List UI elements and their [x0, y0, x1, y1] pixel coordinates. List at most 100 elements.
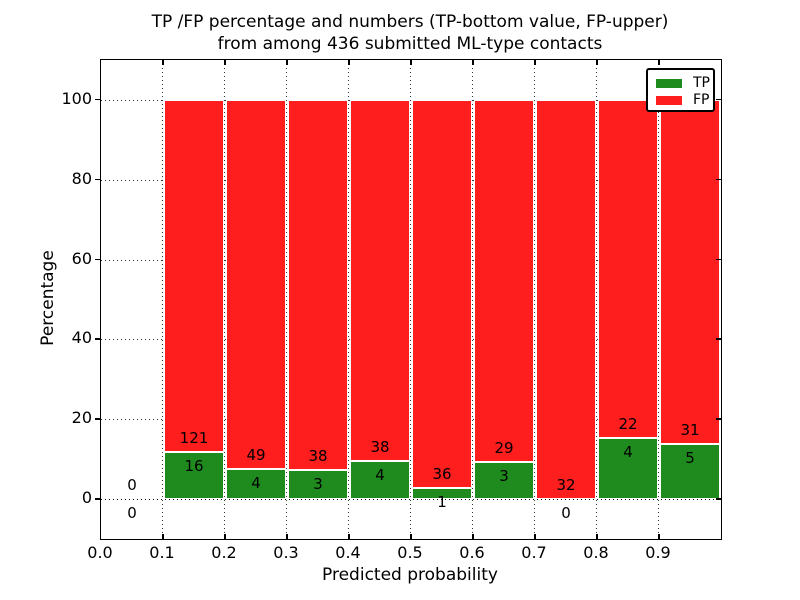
- y-tick-left: [95, 258, 100, 261]
- x-tick-label: 0.3: [273, 543, 299, 562]
- x-tick-bottom: [534, 534, 536, 539]
- fp-legend-swatch: [656, 96, 682, 105]
- x-tick-bottom: [224, 534, 226, 539]
- x-gridline: [472, 60, 473, 539]
- tp-legend-label: TP: [693, 75, 710, 91]
- tp-count-label: 0: [561, 504, 571, 523]
- y-gridline: [101, 99, 721, 101]
- tp-count-label: 16: [184, 457, 204, 476]
- x-tick-bottom: [472, 534, 474, 539]
- x-tick-bottom: [658, 534, 660, 539]
- y-tick-label: 80: [71, 168, 92, 188]
- x-gridline: [224, 60, 225, 539]
- fp-count-label: 22: [618, 414, 638, 433]
- y-tick-label: 60: [71, 248, 92, 268]
- x-tick-top: [286, 60, 288, 65]
- fp-bar-segment: [598, 99, 658, 438]
- y-gridline: [101, 339, 721, 341]
- tp-count-label: 4: [623, 442, 633, 461]
- x-tick-label: 0.0: [87, 543, 113, 562]
- x-tick-bottom: [410, 534, 412, 539]
- x-tick-bottom: [596, 534, 598, 539]
- y-tick-label: 0: [81, 488, 92, 508]
- x-tick-bottom: [162, 534, 164, 539]
- y-tick-right: [716, 178, 721, 181]
- tp-count-label: 0: [127, 504, 137, 523]
- tp-count-label: 3: [499, 466, 509, 485]
- plot-area: TP FP 0 0 121 16 49 4 38 3 38 4 36 1 29 3 32 0 22 4 31 5: [95, 59, 722, 540]
- y-tick-right: [716, 258, 721, 261]
- x-tick-label: 0.2: [211, 543, 237, 562]
- x-tick-label: 0.7: [521, 543, 547, 562]
- y-tick-left: [95, 498, 100, 500]
- fp-bar-segment: [164, 99, 224, 453]
- x-gridline: [410, 60, 411, 539]
- x-gridline: [658, 60, 659, 539]
- tp-bar-segment: [660, 443, 720, 500]
- fp-count-label: 38: [308, 446, 328, 465]
- x-tick-label: 0.5: [397, 543, 423, 562]
- y-gridline: [101, 179, 721, 181]
- tp-bar-segment: [288, 469, 348, 500]
- x-gridline: [162, 60, 163, 539]
- tp-count-label: 1: [437, 493, 447, 512]
- fp-bar-segment: [350, 99, 410, 462]
- y-tick-label: 100: [61, 88, 92, 108]
- legend: TP FP: [646, 68, 715, 112]
- fp-bar-segment: [474, 99, 534, 462]
- x-tick-label: 0.6: [459, 543, 485, 562]
- tp-count-label: 5: [685, 448, 695, 467]
- tp-count-label: 4: [375, 466, 385, 485]
- tp-bar-segment: [226, 468, 286, 500]
- x-gridline: [596, 60, 597, 539]
- chart-title-line2: from among 436 submitted ML-type contact…: [217, 34, 603, 54]
- fp-bar-segment: [226, 99, 286, 469]
- y-tick-right: [716, 418, 721, 420]
- tp-bar-segment: [350, 461, 410, 500]
- y-axis-label: Percentage: [38, 250, 58, 346]
- x-axis-label: Predicted probability: [322, 565, 498, 585]
- x-tick-label: 0.4: [335, 543, 361, 562]
- y-tick-left: [95, 98, 100, 101]
- x-tick-top: [658, 60, 660, 65]
- fp-count-label: 0: [127, 476, 137, 495]
- y-tick-right: [716, 98, 721, 101]
- x-tick-top: [162, 60, 164, 65]
- tp-bar-segment: [412, 488, 472, 500]
- fp-bar-segment: [536, 99, 596, 500]
- x-tick-bottom: [348, 534, 350, 539]
- fp-count-label: 38: [370, 438, 390, 457]
- tp-bar-segment: [164, 452, 224, 500]
- x-tick-top: [534, 60, 536, 65]
- y-tick-left: [95, 178, 100, 181]
- y-tick-left: [95, 418, 100, 420]
- y-gridline: [101, 419, 721, 421]
- y-tick-label: 20: [71, 408, 92, 428]
- y-tick-left: [95, 338, 100, 340]
- tp-count-label: 3: [313, 474, 323, 493]
- x-gridline: [348, 60, 349, 539]
- fp-count-label: 49: [246, 445, 266, 464]
- x-tick-label: 0.8: [583, 543, 609, 562]
- x-tick-top: [348, 60, 350, 65]
- x-gridline: [286, 60, 287, 539]
- fp-bar-segment: [660, 99, 720, 444]
- y-tick-right: [716, 498, 721, 500]
- fp-count-label: 32: [556, 476, 576, 495]
- fp-count-label: 31: [680, 420, 700, 439]
- x-tick-label: 0.9: [645, 543, 671, 562]
- legend-row-tp: TP: [648, 75, 713, 92]
- x-tick-top: [596, 60, 598, 65]
- fp-bar-segment: [288, 99, 348, 470]
- tp-legend-swatch: [656, 79, 682, 88]
- tp-bar-segment: [598, 437, 658, 500]
- tp-count-label: 4: [251, 473, 261, 492]
- y-tick-right: [716, 338, 721, 340]
- chart-title-line1: TP /FP percentage and numbers (TP-bottom…: [151, 12, 669, 32]
- x-tick-top: [472, 60, 474, 65]
- x-tick-top: [410, 60, 412, 65]
- fp-count-label: 121: [179, 429, 209, 448]
- x-tick-label: 0.1: [149, 543, 175, 562]
- y-tick-label: 40: [71, 328, 92, 348]
